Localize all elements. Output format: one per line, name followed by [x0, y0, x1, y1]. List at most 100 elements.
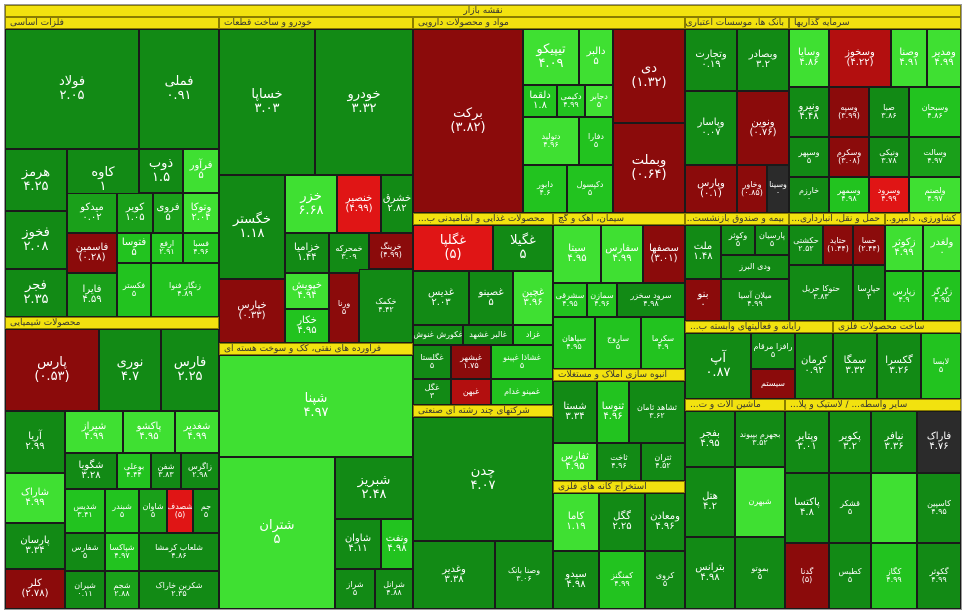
tile[interactable]: حتاید (۱.۴۴) — [823, 225, 853, 265]
tile[interactable]: خنصیر (۴.۹۹) — [337, 175, 381, 233]
tile[interactable]: پکویر ۳.۲ — [829, 411, 871, 473]
tile[interactable]: بنو ۰ — [685, 279, 721, 321]
tile[interactable]: شستا ۳.۳۴ — [553, 381, 597, 443]
sector-misc[interactable]: سایر واسطه... / لاستیک و پلا... وپتایر ۳.… — [785, 399, 961, 609]
tile[interactable]: خپارس (۰.۳۳) — [219, 279, 285, 343]
tile[interactable]: سکرما ۴.۹ — [641, 317, 685, 369]
sector-multi[interactable]: شرکتهای چند رشته ای صنعتی چدن ۴.۰۷ وغدیر ۳… — [413, 405, 553, 609]
tile[interactable]: صبا ۳.۸۶ — [869, 87, 909, 137]
tile[interactable]: شرانل ۴.۸۸ — [375, 569, 413, 609]
tile[interactable]: نوری ۴.۷ — [99, 329, 161, 411]
tile[interactable]: ولغدر ۰ — [923, 225, 961, 271]
tile[interactable]: دی (۱.۳۲) — [613, 29, 685, 123]
tile[interactable]: ونوین (۰.۷۶) — [737, 91, 789, 165]
tile[interactable]: زنگار فنوا ۴.۸۹ — [151, 263, 219, 317]
tile[interactable]: وصنا بانک ۳.۰۶ — [495, 541, 553, 609]
tile[interactable]: میدکو ۰.۰۲ — [67, 193, 117, 233]
sector-food-lower[interactable]: غگلستا ۵ غبشهر ۱.۷۵ غشاذا غپینو ۵ غگل ۳ غبهن… — [413, 345, 553, 405]
tile[interactable]: وخاور (۰.۸۵) — [737, 165, 767, 213]
tile[interactable]: کاسپین ۴.۹۵ — [917, 473, 961, 543]
tile[interactable]: زاگرس ۲.۹۸ — [181, 453, 219, 489]
tile[interactable]: سیدو ۴.۹۸ — [553, 551, 599, 609]
tile[interactable]: ودی البرز — [721, 255, 789, 279]
tile[interactable]: فارس ۲.۲۵ — [161, 329, 219, 411]
tile[interactable]: خودرو ۳.۳۲ — [315, 29, 413, 175]
tile[interactable]: فسبا ۴.۹۶ — [183, 233, 219, 263]
tile[interactable]: پاکتسا ۴.۸ — [785, 473, 829, 543]
tile[interactable]: حپارسا ۳ — [853, 265, 885, 321]
tile[interactable]: غصینو ۵ — [469, 271, 513, 325]
tile[interactable]: دتولید ۴.۹۶ — [523, 117, 579, 165]
tile[interactable]: وسخوز (۴.۲۲) — [829, 29, 891, 87]
tile[interactable]: خشرق ۲.۸۲ — [381, 175, 413, 233]
tile[interactable]: دلقما ۱.۸ — [523, 85, 557, 117]
tile[interactable]: سرود سخزر ۴.۹۸ — [617, 283, 685, 317]
tile[interactable]: فاراک ۴.۷۶ — [917, 411, 961, 473]
tile[interactable]: شراز ۵ — [335, 569, 375, 609]
tile[interactable]: شبریز ۲.۴۸ — [335, 457, 413, 519]
tile[interactable]: ثتران ۴.۵۲ — [641, 443, 685, 481]
tile[interactable]: شبندر ۵ — [105, 489, 139, 533]
tile[interactable]: شاوان ۴.۱۱ — [335, 519, 381, 569]
tile[interactable]: خکار ۴.۹۵ — [285, 309, 329, 343]
tile[interactable]: برکت (۳.۸۲) — [413, 29, 523, 213]
tile[interactable]: غبشهر ۱.۷۵ — [451, 345, 491, 379]
tile[interactable]: دکپسول ۵ — [567, 165, 613, 213]
tile[interactable]: فرآور ۵ — [183, 149, 219, 193]
tile[interactable]: زگرگر ۴.۹۵ — [923, 271, 961, 321]
sector-minerals[interactable]: ساخت محصولات فلزی سمگا ۳.۳۲ گکسرا ۳.۲۶ لاب… — [833, 321, 961, 399]
sector-banks[interactable]: بانک ها، موسسات اعتباری و سایر نهادها...… — [685, 17, 789, 213]
tile[interactable]: حسا (۲.۴۴) — [853, 225, 885, 265]
tile[interactable]: بترانس ۴.۹۸ — [685, 537, 735, 609]
tile[interactable]: خگستر ۱.۱۸ — [219, 175, 285, 279]
tile[interactable]: وپاسار ۰.۰۷ — [685, 91, 737, 165]
tile[interactable]: شکربن خاراک ۲.۳۵ — [139, 571, 219, 609]
tile[interactable]: فکستر ۵ — [117, 263, 151, 317]
tile[interactable]: پارسان ۳.۳۴ — [5, 523, 65, 569]
tile[interactable]: وسالت ۴.۹۷ — [909, 137, 961, 177]
sector-invest[interactable]: سرمایه گذاریها وسایا ۴.۸۶ وسخوز (۴.۲۲) وصن… — [789, 17, 961, 213]
tile[interactable]: شفارس ۵ — [65, 533, 105, 571]
tile[interactable]: وبملت (۰.۶۴) — [613, 123, 685, 213]
sector-pharma[interactable]: مواد و محصولات دارویی برکت (۳.۸۲) تیپیکو ۴… — [413, 17, 685, 213]
tile[interactable]: آریا ۲.۹۹ — [5, 411, 65, 473]
tile[interactable]: شاراک ۴.۹۹ — [5, 473, 65, 523]
tile[interactable]: سفارس ۴.۹۹ — [601, 225, 643, 283]
tile[interactable]: غگل ۳ — [413, 379, 451, 405]
tile[interactable]: نیافر ۳.۳۶ — [871, 411, 917, 473]
tile[interactable]: کلر (۲.۷۸) — [5, 569, 65, 609]
tile[interactable]: کروی ۵ — [645, 551, 685, 609]
tile[interactable]: خپویش ۴.۹۴ — [285, 273, 329, 309]
sector-insurance[interactable]: بیمه و صندوق بازنشست... ملت ۱.۴۸ وکوثر ۵ پ… — [685, 213, 789, 321]
tile[interactable]: ثنوسا ۴.۹۶ — [597, 381, 629, 443]
tile[interactable]: ورنا ۵ — [329, 273, 359, 343]
tile[interactable]: شدیس ۳.۴۱ — [65, 489, 105, 533]
tile[interactable]: هرمز ۴.۲۵ — [5, 149, 67, 211]
tile[interactable]: وسپهر ۵ — [789, 137, 829, 177]
sector-cement[interactable]: سیمان، آهک و گچ سیتا ۴.۹۵ سفارس ۴.۹۹ سصفها… — [553, 213, 685, 369]
tile[interactable]: شفن ۳.۸۳ — [151, 453, 181, 489]
tile[interactable]: وسپه (۳.۹۹) — [829, 87, 869, 137]
tile[interactable]: وغدیر ۳.۳۸ — [413, 541, 495, 609]
tile[interactable]: هتل ۴.۲ — [685, 467, 735, 537]
tile[interactable]: فتوسا ۵ — [117, 233, 151, 263]
tile[interactable]: غگلپا (۵) — [413, 225, 493, 271]
tile[interactable]: پارسیان ۵ — [755, 225, 789, 255]
tile[interactable]: بجهرم بپیوند ۳.۵۲ — [735, 411, 785, 467]
tile[interactable]: فملی ۰.۹۱ — [139, 29, 219, 149]
tile[interactable]: وسایا ۴.۸۶ — [789, 29, 829, 87]
tile[interactable]: ثشاهد ثامان ۳.۶۲ — [629, 381, 685, 443]
tile[interactable]: شبهرن — [735, 467, 785, 537]
tile[interactable]: غگلستا ۵ — [413, 345, 451, 379]
tile[interactable]: وسبحان ۴.۸۶ — [909, 87, 961, 137]
sector-metals[interactable]: فلزات اساسی فولاد ۲.۰۵ فملی ۰.۹۱ هرمز ۴.۲۵ … — [5, 17, 219, 317]
tile[interactable]: ومدیر ۴.۹۹ — [927, 29, 961, 87]
tile[interactable]: زکوثر ۴.۹۹ — [885, 225, 923, 271]
tile[interactable]: غشاذا غپینو ۵ — [491, 345, 553, 379]
tile[interactable]: بموتو ۵ — [735, 537, 785, 609]
tile[interactable]: لابسا ۵ — [921, 333, 961, 399]
tile[interactable]: دکیمی ۴.۹۹ — [557, 85, 585, 117]
tile[interactable]: غبهن — [451, 379, 491, 405]
tile[interactable]: کمنگنز ۴.۹۹ — [599, 551, 645, 609]
tile[interactable]: وبصادر ۳.۲ — [737, 29, 789, 91]
